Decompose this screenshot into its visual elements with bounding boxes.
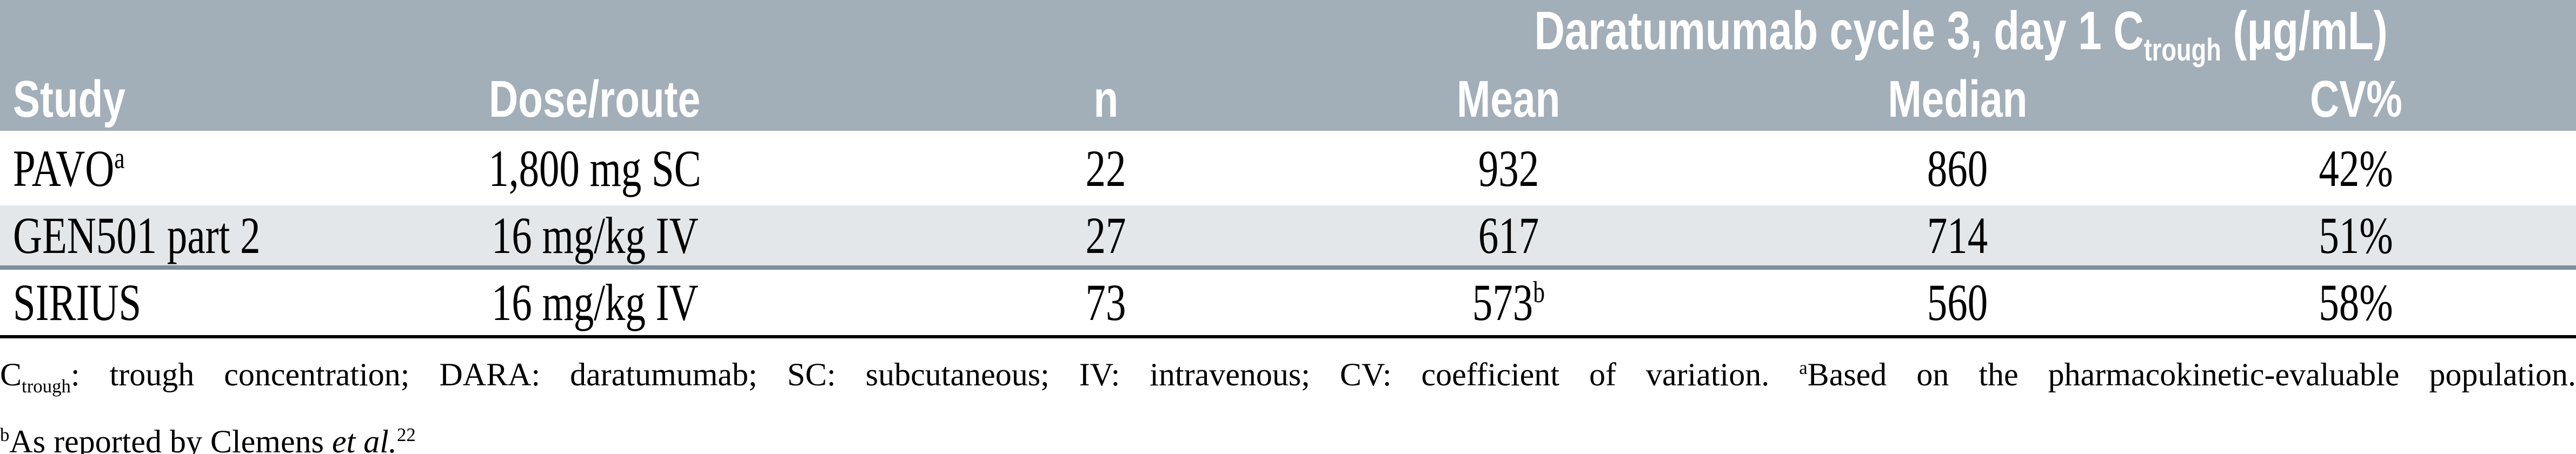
footnote-b-text: As reported by Clemens: [9, 424, 332, 454]
cv-cell: 51%: [2244, 205, 2576, 268]
column-header-mean: Mean: [1346, 68, 1671, 131]
median-cell: 860: [1671, 131, 2244, 205]
span-header-title: Daratumumab cycle 3, day 1 Ctrough (μg/m…: [1346, 0, 2576, 68]
pk-summary-table: Daratumumab cycle 3, day 1 Ctrough (μg/m…: [0, 0, 2576, 338]
table-row-gen501: GEN501 part 2 16 mg/kg IV 27 617 714 51%: [0, 205, 2576, 268]
column-header-median: Median: [1671, 68, 2244, 131]
study-name: PAVO: [13, 139, 115, 197]
mean-value: 573: [1472, 273, 1533, 331]
study-text: GEN501 part 2: [13, 205, 261, 265]
column-header-cv-label: CV%: [2309, 70, 2402, 128]
study-text: PAVOa: [13, 138, 125, 198]
dose-text: 16 mg/kg IV: [491, 273, 699, 331]
footnote-et-al: et al.: [331, 424, 397, 454]
footnote-abbreviations: : trough concentration; DARA: daratumuma…: [70, 357, 1800, 392]
n-cell: 22: [865, 131, 1346, 205]
mean-text: 573b: [1472, 272, 1545, 332]
dose-text: 1,800 mg SC: [488, 139, 701, 197]
table-header: Daratumumab cycle 3, day 1 Ctrough (μg/m…: [0, 0, 2576, 131]
footnote-line-1: Ctrough: trough concentration; DARA: dar…: [0, 344, 2576, 411]
table-row-sirius: SIRIUS 16 mg/kg IV 73 573b 560 58%: [0, 268, 2576, 337]
study-cell: SIRIUS: [0, 268, 324, 337]
cv-cell: 42%: [2244, 131, 2576, 205]
median-cell: 714: [1671, 205, 2244, 268]
column-header-dose-label: Dose/route: [489, 70, 701, 128]
n-text: 73: [1085, 273, 1126, 331]
footnote-c-sub: trough: [22, 376, 71, 397]
study-name: GEN501 part 2: [13, 206, 261, 264]
mean-footnote-marker: b: [1533, 276, 1545, 309]
table-body: PAVOa 1,800 mg SC 22 932 860 42% GEN501 …: [0, 131, 2576, 337]
footnote-line-2: bAs reported by Clemens et al.22: [0, 411, 2576, 454]
dose-text: 16 mg/kg IV: [491, 206, 699, 264]
mean-cell: 617: [1346, 205, 1671, 268]
median-text: 714: [1927, 206, 1988, 264]
column-header-mean-label: Mean: [1457, 70, 1561, 128]
cv-text: 42%: [2319, 139, 2393, 197]
study-text: SIRIUS: [13, 272, 141, 332]
cv-cell: 58%: [2244, 268, 2576, 337]
span-header-sub: trough: [2144, 32, 2222, 68]
footnote-c-label: C: [0, 357, 22, 392]
footnote-a-text: Based on the pharmacokinetic-evaluable p…: [1807, 357, 2576, 392]
median-text: 560: [1927, 273, 1988, 331]
column-header-n-label: n: [1093, 70, 1118, 128]
column-header-study-label: Study: [13, 70, 126, 128]
cv-text: 58%: [2319, 273, 2393, 331]
table-row-pavo: PAVOa 1,800 mg SC 22 932 860 42%: [0, 131, 2576, 205]
mean-text: 932: [1478, 138, 1539, 198]
n-cell: 73: [865, 268, 1346, 337]
column-header-cv: CV%: [2244, 68, 2576, 131]
dose-cell: 1,800 mg SC: [324, 131, 865, 205]
study-cell: PAVOa: [0, 131, 324, 205]
n-text: 27: [1085, 206, 1126, 264]
footnote-marker-b: b: [0, 424, 10, 445]
mean-cell: 932: [1346, 131, 1671, 205]
study-cell: GEN501 part 2: [0, 205, 324, 268]
study-name: SIRIUS: [13, 273, 142, 331]
n-text: 22: [1085, 139, 1126, 197]
span-header-text: Daratumumab cycle 3, day 1 Ctrough (μg/m…: [1535, 0, 2388, 68]
column-header-study: Study: [0, 68, 324, 131]
span-header-spacer: [0, 0, 1346, 68]
column-header-median-label: Median: [1888, 70, 2027, 128]
median-cell: 560: [1671, 268, 2244, 337]
column-header-row: Study Dose/route n Mean Median CV%: [0, 68, 2576, 131]
span-header-row: Daratumumab cycle 3, day 1 Ctrough (μg/m…: [0, 0, 2576, 68]
span-header-post: (μg/mL): [2221, 1, 2388, 61]
study-footnote-marker: a: [114, 141, 125, 175]
cv-text: 51%: [2319, 206, 2393, 264]
median-text: 860: [1927, 139, 1988, 197]
footnote-reference-number: 22: [396, 424, 416, 445]
table-footnotes: Ctrough: trough concentration; DARA: dar…: [0, 344, 2576, 454]
mean-value: 617: [1478, 206, 1539, 264]
dose-cell: 16 mg/kg IV: [324, 205, 865, 268]
mean-text: 617: [1478, 205, 1539, 265]
span-header-pre: Daratumumab cycle 3, day 1 C: [1534, 1, 2145, 61]
column-header-dose: Dose/route: [324, 68, 865, 131]
dose-cell: 16 mg/kg IV: [324, 268, 865, 337]
column-header-n: n: [865, 68, 1346, 131]
footnote-marker-a: a: [1799, 357, 1808, 378]
n-cell: 27: [865, 205, 1346, 268]
mean-cell: 573b: [1346, 268, 1671, 337]
mean-value: 932: [1478, 139, 1539, 197]
